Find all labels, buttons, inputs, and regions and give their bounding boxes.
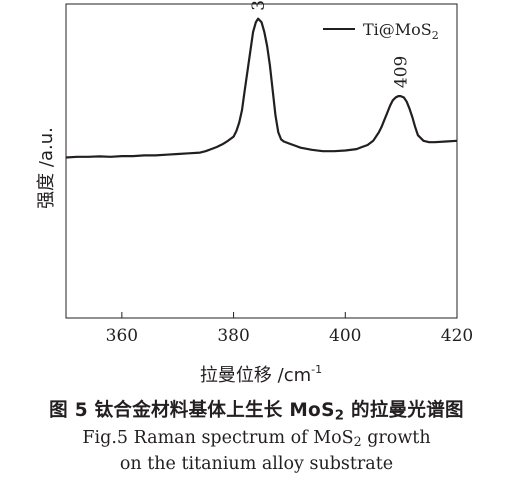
x-tick-marks bbox=[121, 312, 458, 318]
x-tick-labels: 360 380 400 420 bbox=[106, 326, 474, 346]
x-tick-label-420: 420 bbox=[441, 326, 473, 346]
peak-annotations: 385 409 bbox=[249, 0, 412, 88]
x-tick-label-380: 380 bbox=[217, 326, 249, 346]
peak-label-409: 409 bbox=[392, 56, 412, 88]
y-axis-label: 强度 /a.u. bbox=[36, 127, 57, 209]
spectrum-line bbox=[65, 17, 458, 159]
peak-label-385: 385 bbox=[249, 0, 269, 11]
legend-label: Ti@MoS2 bbox=[363, 20, 439, 42]
raman-chart: 360 380 400 420 385 409 Ti@MoS2 强度 /a.u. 拉曼位… bbox=[36, 0, 474, 386]
legend: Ti@MoS2 bbox=[323, 20, 439, 42]
x-tick-label-400: 400 bbox=[329, 326, 361, 346]
x-axis-label: 拉曼位移 /cm-1 bbox=[200, 363, 322, 386]
figure-caption-english-line1: Fig.5 Raman spectrum of MoS2 growth bbox=[82, 428, 431, 450]
plot-frame bbox=[65, 3, 458, 319]
figure-caption-english-line2: on the titanium alloy substrate bbox=[119, 454, 394, 474]
x-tick-label-360: 360 bbox=[106, 326, 138, 346]
figure-caption-chinese: 图 5 钛合金材料基体上生长 MoS2 的拉曼光谱图 bbox=[49, 400, 464, 424]
